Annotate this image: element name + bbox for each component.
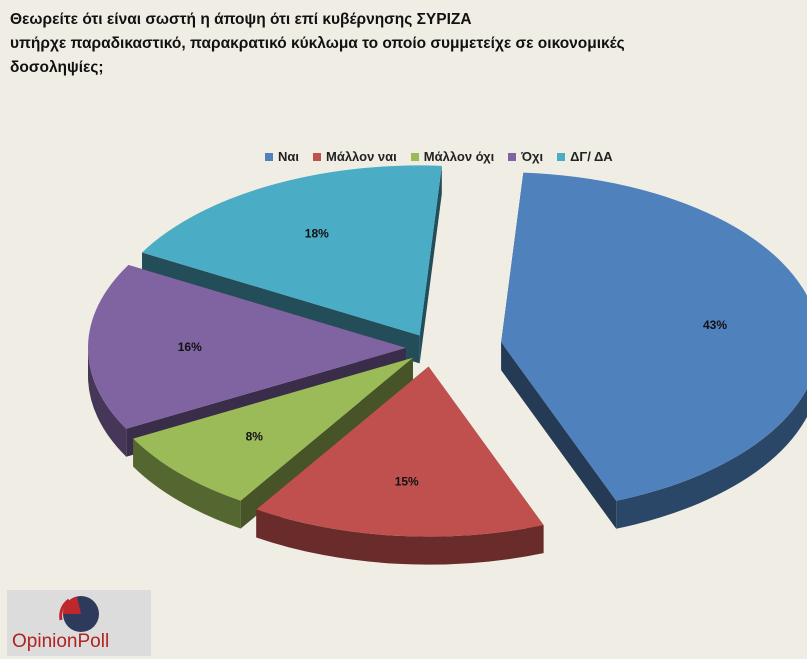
chart-title-line: δοσοληψίες; — [10, 59, 104, 76]
pie-slice-side — [133, 438, 241, 529]
pie-slice-top — [133, 357, 413, 501]
legend-swatch — [410, 152, 419, 161]
pie-slice-side — [256, 509, 544, 565]
pie-slice — [256, 366, 544, 565]
logo-text: OpinionPoll — [12, 631, 110, 652]
legend-item: Μάλλον όχι — [410, 149, 495, 164]
pie-slice-top — [501, 172, 807, 501]
slice-data-label: 16% — [178, 340, 202, 354]
logo-emblem-icon — [59, 596, 99, 632]
slice-data-label: 15% — [395, 475, 419, 489]
pie-slice-wall — [240, 357, 413, 529]
chart-title: Θεωρείτε ότι είναι σωστή η άποψη ότι επί… — [10, 8, 800, 80]
chart-title-line: Θεωρείτε ότι είναι σωστή η άποψη ότι επί… — [10, 11, 472, 28]
legend-item: Μάλλον ναι — [313, 149, 397, 164]
pie-slice — [133, 357, 413, 529]
pie-slice-top — [256, 366, 544, 537]
pie-slice-side — [88, 347, 127, 457]
legend-label: Μάλλον όχι — [423, 149, 495, 164]
legend-swatch — [557, 152, 566, 161]
legend-label: Μάλλον ναι — [326, 149, 397, 164]
opinionpoll-logo: OpinionPoll — [7, 590, 151, 656]
pie-slice-top — [142, 165, 442, 336]
pie-slice-wall — [419, 165, 442, 364]
chart-title-line: υπήρχε παραδικαστικό, παρακρατικό κύκλωμ… — [10, 35, 625, 52]
legend-swatch — [508, 152, 517, 161]
slice-data-label: 18% — [305, 227, 329, 241]
legend-swatch — [313, 152, 321, 161]
legend-label: Όχι — [521, 149, 544, 164]
slice-data-label: 43% — [703, 318, 727, 332]
legend-item: Ναι — [265, 149, 299, 164]
pie-labels: 43% 15% 8% 16% 18% — [178, 227, 728, 489]
chart-legend: Ναι Μάλλον ναι Μάλλον όχι Όχι ΔΓ/ ΔΑ — [265, 149, 613, 164]
pie-slice — [501, 172, 807, 529]
pie-sides — [88, 165, 807, 565]
pie-slice-top — [88, 264, 407, 429]
pie-slice-wall — [501, 342, 617, 529]
legend-label: ΔΓ/ ΔΑ — [570, 149, 613, 164]
legend-label: Ναι — [278, 149, 299, 164]
slice-data-label: 8% — [246, 429, 264, 443]
legend-item: ΔΓ/ ΔΑ — [557, 149, 613, 164]
legend-item: Όχι — [508, 149, 543, 164]
pie-slice-side — [616, 388, 807, 529]
legend-swatch — [265, 152, 273, 161]
